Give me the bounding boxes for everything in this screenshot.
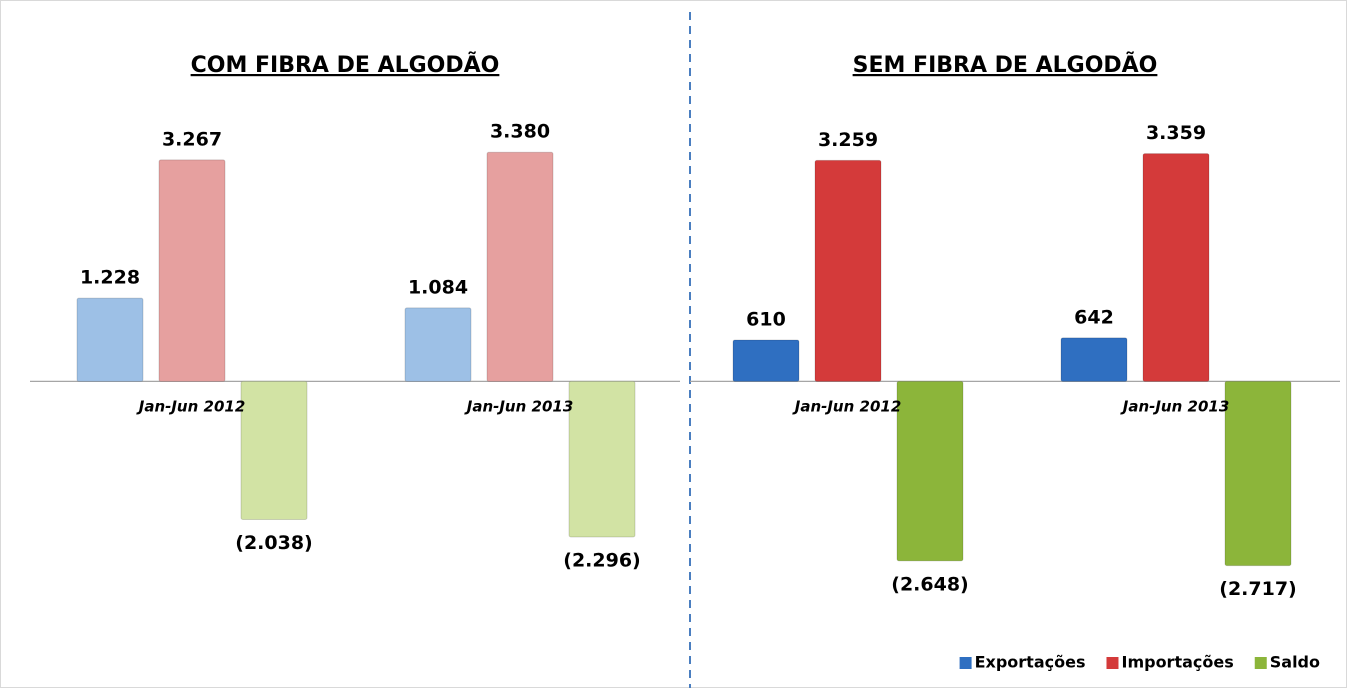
bar	[1224, 380, 1292, 567]
value-label: 3.359	[1146, 122, 1206, 144]
legend-label: Saldo	[1270, 653, 1320, 672]
value-label: (2.648)	[891, 573, 968, 595]
value-label: 1.084	[408, 276, 468, 298]
bar	[1060, 337, 1128, 382]
x-tick-label: Jan-Jun 2012	[136, 398, 246, 416]
value-label: 610	[746, 309, 786, 331]
value-label: (2.296)	[563, 550, 640, 572]
value-label: 642	[1074, 306, 1114, 328]
x-tick-label: Jan-Jun 2013	[464, 398, 574, 416]
x-tick-label: Jan-Jun 2013	[1120, 398, 1230, 416]
value-label: 3.267	[162, 128, 222, 150]
x-tick-label: Jan-Jun 2012	[792, 398, 902, 416]
bar	[896, 380, 964, 562]
chart-title: COM FIBRA DE ALGODÃO	[191, 52, 500, 78]
bar	[814, 159, 882, 382]
bar	[158, 159, 226, 382]
legend-marker	[1106, 657, 1119, 669]
legend-label: Exportações	[975, 653, 1086, 672]
value-label: (2.717)	[1219, 578, 1296, 600]
bar	[568, 380, 636, 538]
value-label: 3.259	[818, 129, 878, 151]
legend-label: Importações	[1121, 653, 1233, 672]
value-label: (2.038)	[235, 532, 312, 554]
bar	[404, 307, 472, 382]
bar	[240, 380, 308, 521]
bar	[732, 339, 800, 382]
value-label: 1.228	[80, 267, 140, 289]
bar	[1142, 153, 1210, 382]
value-label: 3.380	[490, 121, 550, 143]
bar	[486, 151, 554, 382]
legend-marker	[959, 657, 972, 669]
chart-title: SEM FIBRA DE ALGODÃO	[853, 52, 1158, 78]
legend-marker	[1254, 657, 1267, 669]
bar	[76, 297, 144, 382]
